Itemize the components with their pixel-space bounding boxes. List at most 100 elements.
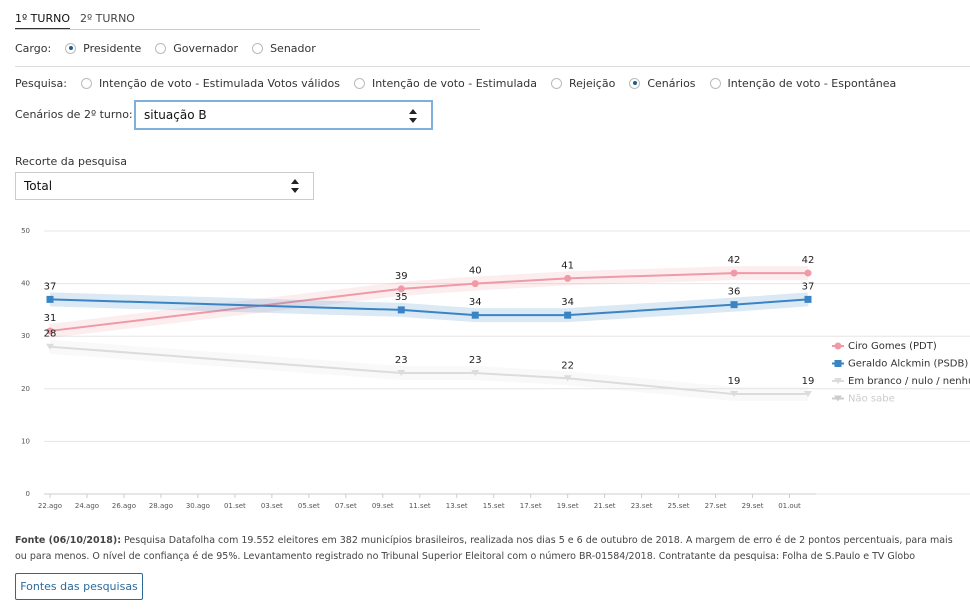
value-label: 41: [561, 260, 574, 271]
value-label: 37: [44, 281, 57, 292]
x-tick-label: 29.set: [742, 502, 764, 510]
x-tick-label: 28.ago: [149, 502, 173, 510]
y-tick-label: 40: [21, 280, 30, 288]
point: [471, 370, 480, 377]
point: [563, 375, 572, 382]
line: [49, 298, 809, 317]
radio[interactable]: [629, 77, 641, 89]
value-label: 37: [802, 281, 815, 292]
legend-symbol: [834, 378, 842, 384]
line-band: [49, 339, 808, 402]
radio[interactable]: [155, 42, 167, 54]
footnote-source: Fonte (06/10/2018):: [15, 535, 121, 546]
value-label: 35: [395, 292, 408, 303]
radio-label: Presidente: [83, 41, 142, 55]
value-label: 34: [469, 297, 482, 308]
point: [397, 306, 405, 314]
x-tick-label: 23.set: [631, 502, 653, 510]
point: [471, 280, 479, 288]
value-label: 36: [728, 287, 741, 298]
value-label: 40: [469, 266, 482, 277]
footnote-text: Pesquisa Datafolha com 19.552 eleitores …: [15, 535, 953, 562]
recorte-select[interactable]: Total: [15, 172, 314, 200]
legend-symbol: [834, 342, 842, 350]
legend-label: Ciro Gomes (PDT): [848, 341, 937, 352]
y-tick-label: 10: [21, 437, 30, 445]
radio-label: Cenários: [647, 76, 696, 90]
value-label: 23: [395, 355, 408, 366]
line: [49, 345, 808, 396]
x-tick-label: 09.set: [372, 502, 394, 510]
radio-label: Rejeição: [569, 76, 616, 90]
point: [471, 311, 479, 319]
x-tick-label: 15.set: [483, 502, 505, 510]
select-value: Total: [24, 179, 53, 193]
legend-symbol: [834, 395, 842, 402]
point: [397, 285, 405, 293]
radio[interactable]: [65, 42, 77, 54]
select-value: situação B: [144, 108, 207, 122]
radio[interactable]: [80, 77, 92, 89]
radio[interactable]: [709, 77, 721, 89]
radio-label: Intenção de voto - Estimulada Votos váli…: [98, 76, 340, 90]
x-tick-label: 17.set: [520, 502, 542, 510]
tab[interactable]: 2º TURNO: [79, 12, 135, 25]
legend-label: Não sabe: [848, 394, 895, 405]
cargo-label: Cargo:: [15, 41, 52, 55]
x-tick-label: 03.set: [261, 502, 283, 510]
x-tick-label: 01.out: [778, 502, 801, 510]
footnote: Fonte (06/10/2018): Pesquisa Datafolha c…: [15, 533, 965, 565]
point: [804, 391, 812, 398]
y-tick-label: 50: [21, 227, 30, 235]
value-label: 28: [44, 329, 57, 340]
radio[interactable]: [551, 77, 562, 89]
cenarios-select[interactable]: situação B: [134, 100, 433, 130]
value-label: 42: [802, 255, 815, 266]
point: [730, 301, 738, 309]
cenarios-label: Cenários de 2º turno:: [15, 107, 133, 121]
pesquisa-row: Pesquisa: Intenção de voto - Estimulada …: [15, 76, 896, 90]
separator: [15, 66, 970, 67]
x-tick-label: 01.set: [224, 502, 246, 510]
legend-symbol: [834, 360, 842, 367]
x-tick-label: 22.ago: [38, 502, 62, 510]
x-tick-label: 30.ago: [186, 502, 210, 510]
radio-label: Intenção de voto - Espontânea: [727, 76, 897, 90]
radio-label: Intenção de voto - Estimulada: [371, 76, 537, 90]
x-tick-label: 13.set: [446, 502, 468, 510]
legend-label: Geraldo Alckmin (PSDB): [848, 359, 968, 370]
label: Cenários de 2º turno:: [15, 107, 133, 121]
label: Recorte da pesquisa: [15, 154, 127, 168]
x-tick-label: 27.set: [705, 502, 727, 510]
point: [46, 295, 54, 303]
point: [564, 311, 572, 319]
sources-button[interactable]: Fontes das pesquisas: [15, 573, 143, 600]
point: [804, 269, 812, 277]
select-arrows: [409, 109, 417, 123]
point: [46, 327, 54, 335]
value-label: 31: [44, 313, 57, 324]
x-tick-label: 25.set: [668, 502, 690, 510]
value-label: 19: [802, 376, 815, 387]
y-tick-label: 0: [26, 490, 30, 498]
chart: 0 10 20 30 40 50 22.ago 24.ago 26.ago 28.ago 30.ag…: [21, 227, 970, 510]
value-label: 39: [395, 271, 408, 282]
x-tick-label: 26.ago: [112, 502, 136, 510]
radio[interactable]: [353, 77, 365, 89]
select-arrows: [291, 179, 299, 193]
pesquisa-label: Pesquisa:: [15, 76, 67, 90]
x-tick-label: 05.set: [298, 502, 320, 510]
point: [804, 295, 812, 303]
radio[interactable]: [252, 42, 264, 54]
value-label: 22: [561, 360, 574, 371]
x-tick-label: 07.set: [335, 502, 357, 510]
x-tick-label: 11.set: [409, 502, 431, 510]
line: [49, 272, 808, 332]
value-label: 19: [728, 376, 741, 387]
legend-label: Em branco / nulo / nenhum: [848, 376, 970, 387]
y-tick-label: 30: [21, 332, 30, 340]
value-label: 23: [469, 355, 482, 366]
tab-rule: [15, 29, 480, 30]
value-label: 42: [728, 255, 741, 266]
